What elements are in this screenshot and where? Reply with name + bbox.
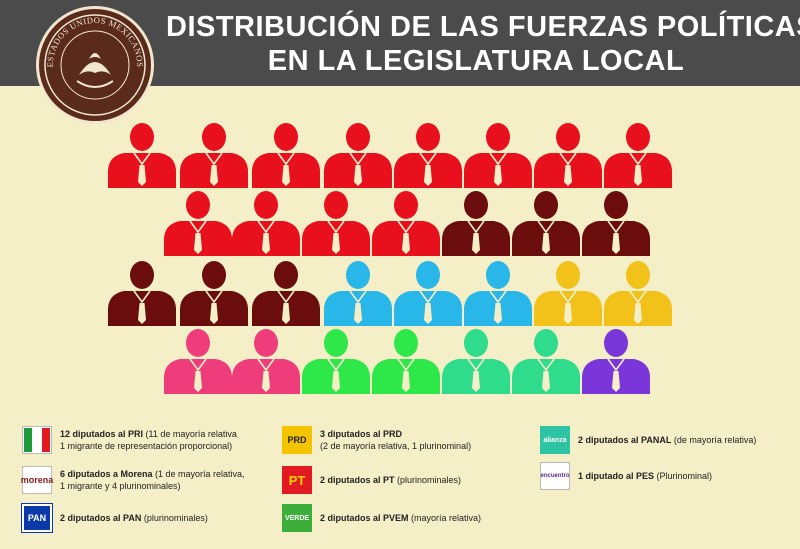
legislators-figure-grid — [108, 123, 672, 394]
title-line-1: DISTRIBUCIÓN DE LAS FUERZAS POLÍTICAS — [166, 11, 800, 43]
legislator-figure-pri — [534, 123, 602, 188]
prd-logo-icon: PRD — [282, 426, 312, 454]
legend-item-morena: morena 6 diputados a Morena (1 de mayorí… — [21, 466, 245, 494]
legislator-figure-pri — [252, 123, 320, 188]
legislator-figure-pvem — [372, 329, 440, 394]
legislator-figure-morena — [582, 191, 650, 256]
pes-logo-icon: encuentro — [540, 462, 570, 490]
seal-emblem: ESTADOS UNIDOS MEXICANOS — [36, 6, 154, 124]
pan-logo-icon: PAN — [21, 503, 53, 533]
legend-text-panal: 2 diputados al PANAL (de mayoría relativ… — [578, 435, 757, 445]
legend: 12 diputados al PRI (11 de mayoría relat… — [0, 420, 800, 549]
legend-item-pt: PT 2 diputados al PT (plurinominales) — [282, 466, 461, 494]
legislator-figure-pri — [604, 123, 672, 188]
page-title: DISTRIBUCIÓN DE LAS FUERZAS POLÍTICAS EN… — [166, 10, 800, 78]
legislator-figure-pan — [232, 329, 300, 394]
legislator-figure-pes — [582, 329, 650, 394]
legend-text-morena: 6 diputados a Morena (1 de mayoría relat… — [60, 469, 245, 491]
legend-text-prd: 3 diputados al PRD (2 de mayoría relativ… — [320, 429, 472, 451]
title-line-2: EN LA LEGISLATURA LOCAL — [267, 45, 685, 77]
legend-item-panal: alianza 2 diputados al PANAL (de mayoría… — [540, 426, 756, 454]
legislator-figure-pri — [324, 123, 392, 188]
legend-text-pan: 2 diputados al PAN (plurinominales) — [60, 513, 208, 523]
panal-logo-icon: alianza — [540, 426, 570, 454]
legend-item-pvem: VERDE 2 diputados al PVEM (mayoría relat… — [282, 504, 481, 532]
pt-logo-icon: PT — [282, 466, 312, 494]
legend-text-pri: 12 diputados al PRI (11 de mayoría relat… — [60, 429, 237, 451]
legislator-figure-pri — [164, 191, 232, 256]
legislator-figure-prd — [324, 261, 392, 326]
legend-text-pes: 1 diputado al PES (Plurinominal) — [578, 471, 713, 481]
morena-logo-icon: morena — [21, 466, 53, 494]
legislator-figure-morena — [512, 191, 580, 256]
legislator-figure-pvem — [302, 329, 370, 394]
eagle-seal-icon: ESTADOS UNIDOS MEXICANOS — [44, 14, 146, 116]
legend-item-pes: encuentro 1 diputado al PES (Plurinomina… — [540, 462, 712, 490]
legislator-figure-pt — [604, 261, 672, 326]
legend-item-pan: PAN 2 diputados al PAN (plurinominales) — [21, 503, 208, 533]
legislator-figure-morena — [252, 261, 320, 326]
legislator-figure-prd — [464, 261, 532, 326]
legislator-figure-pt — [534, 261, 602, 326]
legend-item-pri: 12 diputados al PRI (11 de mayoría relat… — [22, 426, 237, 454]
legend-text-pt: 2 diputados al PT (plurinominales) — [320, 475, 462, 485]
legislator-figure-pri — [180, 123, 248, 188]
legislator-figure-morena — [442, 191, 510, 256]
legislator-figure-pan — [164, 329, 232, 394]
legislator-figure-prd — [394, 261, 462, 326]
legislator-figure-panal — [512, 329, 580, 394]
legend-text-pvem: 2 diputados al PVEM (mayoría relativa) — [320, 513, 482, 523]
legislator-figure-morena — [108, 261, 176, 326]
pvem-logo-icon: VERDE — [282, 504, 312, 532]
legislator-figure-pri — [394, 123, 462, 188]
legend-item-prd: PRD 3 diputados al PRD (2 de mayoría rel… — [282, 426, 471, 454]
legislator-figure-pri — [464, 123, 532, 188]
legislator-figure-morena — [180, 261, 248, 326]
legislator-figure-panal — [442, 329, 510, 394]
legislator-figure-pri — [232, 191, 300, 256]
pri-logo-icon — [22, 426, 52, 454]
legislator-figure-pri — [108, 123, 176, 188]
legislator-figure-pri — [372, 191, 440, 256]
legislator-figure-pri — [302, 191, 370, 256]
